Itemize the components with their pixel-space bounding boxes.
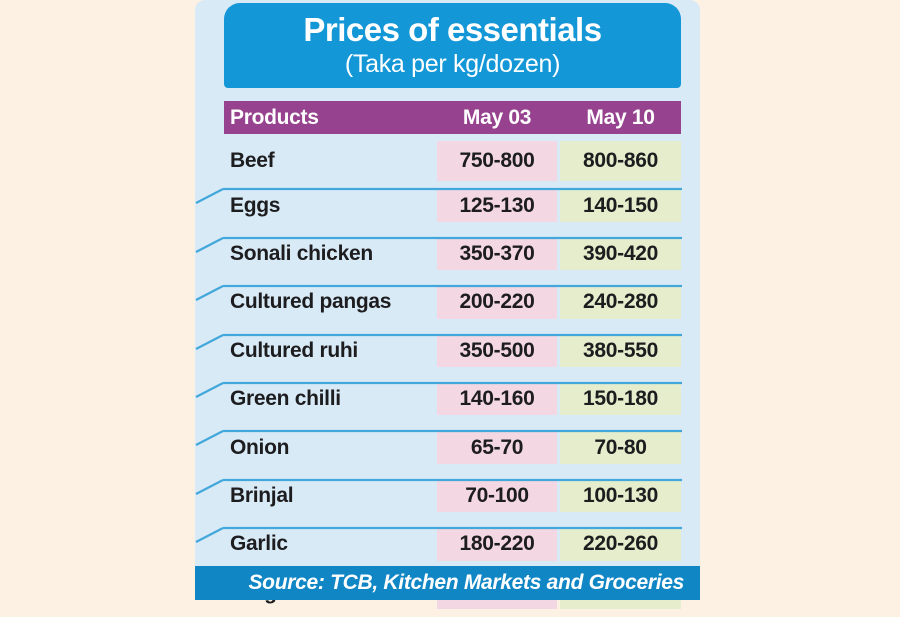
price-may10: 70-80 bbox=[560, 431, 681, 464]
price-may03: 125-130 bbox=[437, 189, 557, 222]
price-may10: 220-260 bbox=[560, 528, 681, 561]
product-name: Cultured pangas bbox=[230, 290, 392, 314]
price-may10: 800-860 bbox=[560, 141, 681, 182]
price-table: Beef 750-800 800-860 Eggs 125-130 140-15… bbox=[195, 141, 682, 617]
product-name: Garlic bbox=[230, 532, 288, 556]
price-may10: 390-420 bbox=[560, 237, 681, 271]
table-row: Eggs 125-130 140-150 bbox=[195, 188, 682, 229]
price-may03: 140-160 bbox=[437, 382, 557, 416]
column-header-products: Products bbox=[230, 105, 319, 129]
price-may03: 70-100 bbox=[437, 479, 557, 513]
column-header-may03: May 03 bbox=[462, 105, 532, 129]
product-name: Beef bbox=[230, 149, 275, 173]
price-may03: 200-220 bbox=[437, 286, 557, 319]
table-header-row: Products May 03 May 10 bbox=[224, 101, 681, 134]
price-may10: 140-150 bbox=[560, 189, 681, 222]
product-name: Sonali chicken bbox=[230, 241, 373, 265]
price-may03: 350-500 bbox=[437, 334, 557, 367]
table-row: Garlic 180-220 220-260 bbox=[195, 527, 682, 568]
price-may10: 380-550 bbox=[560, 334, 681, 367]
source-bar: Source: TCB, Kitchen Markets and Groceri… bbox=[195, 566, 700, 600]
table-row: Cultured ruhi 350-500 380-550 bbox=[195, 333, 682, 375]
price-may03: 180-220 bbox=[437, 528, 557, 561]
product-name: Onion bbox=[230, 435, 290, 459]
product-name: Cultured ruhi bbox=[230, 338, 358, 362]
column-header-may10: May 10 bbox=[586, 105, 655, 129]
page-title: Prices of essentials bbox=[303, 10, 602, 48]
price-may10: 240-280 bbox=[560, 286, 681, 319]
product-name: Brinjal bbox=[230, 483, 294, 507]
table-row: Brinjal 70-100 100-130 bbox=[195, 478, 682, 520]
price-may03: 750-800 bbox=[437, 141, 557, 182]
product-name: Green chilli bbox=[230, 387, 341, 411]
infographic-panel: Prices of essentials (Taka per kg/dozen)… bbox=[195, 0, 700, 609]
price-may03: 65-70 bbox=[437, 431, 557, 464]
price-may03: 350-370 bbox=[437, 237, 557, 271]
table-row: Green chilli 140-160 150-180 bbox=[195, 381, 682, 423]
product-name: Eggs bbox=[230, 193, 281, 217]
table-row: Sonali chicken 350-370 390-420 bbox=[195, 236, 682, 278]
table-row: Beef 750-800 800-860 bbox=[224, 141, 681, 182]
table-row: Onion 65-70 70-80 bbox=[195, 430, 682, 471]
price-may10: 100-130 bbox=[560, 479, 681, 513]
source-text: Source: TCB, Kitchen Markets and Groceri… bbox=[248, 571, 684, 594]
price-may10: 150-180 bbox=[560, 382, 681, 416]
page-subtitle: (Taka per kg/dozen) bbox=[344, 50, 561, 79]
title-bar: Prices of essentials (Taka per kg/dozen) bbox=[224, 3, 681, 88]
table-row: Cultured pangas 200-220 240-280 bbox=[195, 285, 682, 326]
